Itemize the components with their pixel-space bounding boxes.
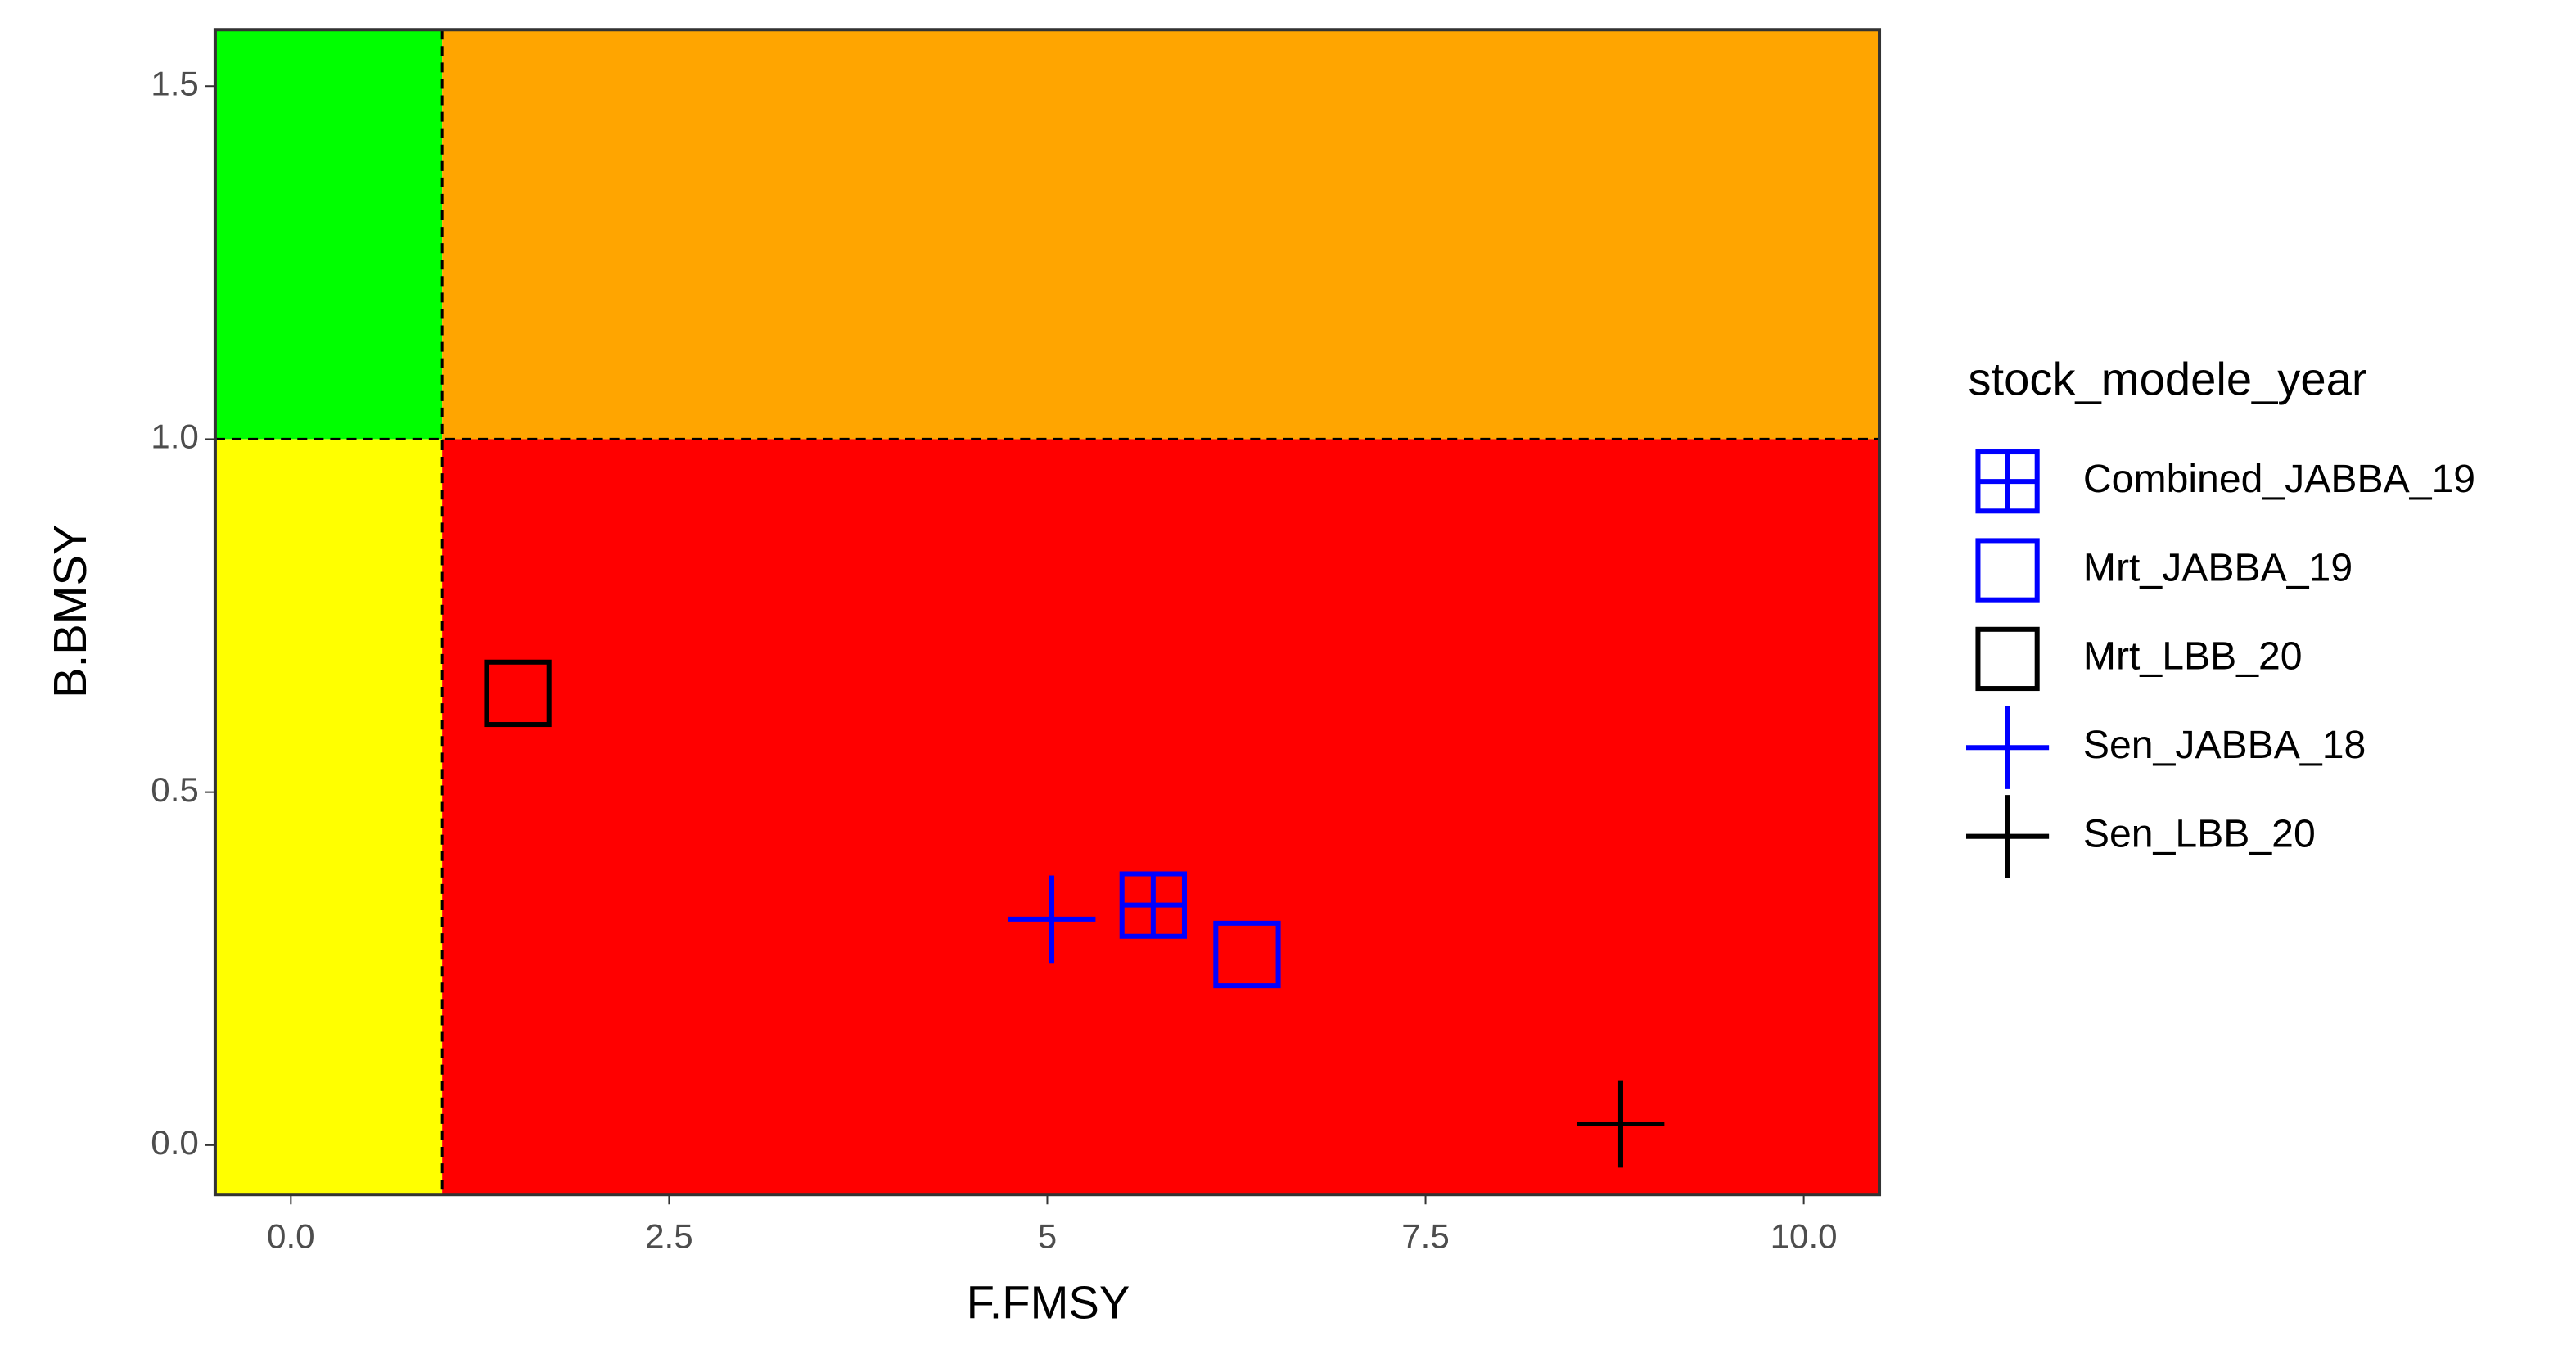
- y-tick-label: 1.5: [151, 64, 199, 102]
- legend-label: Sen_LBB_20: [2083, 811, 2316, 855]
- grid-shape: [1978, 452, 2037, 512]
- grid-shape: [1121, 873, 1184, 937]
- legend-label: Mrt_JABBA_19: [2083, 545, 2353, 589]
- legend-title: stock_modele_year: [1968, 354, 2366, 405]
- plus-shape: [1577, 1080, 1665, 1168]
- x-axis-title: F.FMSY: [967, 1277, 1130, 1329]
- plus-shape: [1965, 795, 2050, 878]
- point: [484, 659, 552, 728]
- legend-key: [1975, 538, 2040, 603]
- x-tick-label: 10.0: [1771, 1217, 1838, 1256]
- square-shape: [1213, 920, 1281, 989]
- point: [1213, 920, 1281, 989]
- y-tick-label: 1.0: [151, 417, 199, 456]
- legend-key: [1965, 706, 2050, 789]
- legend-label: Combined_JABBA_19: [2083, 457, 2475, 501]
- legend-key: [1965, 795, 2050, 878]
- zone: [442, 439, 1880, 1195]
- legend-label: Sen_JABBA_18: [2083, 723, 2366, 767]
- zone: [214, 439, 443, 1195]
- y-axis-title: B.BMSY: [44, 525, 96, 698]
- square-shape: [1975, 626, 2040, 692]
- y-tick-label: 0.0: [151, 1123, 199, 1162]
- x-tick-label: 0.0: [267, 1217, 315, 1256]
- legend-key: [1975, 626, 2040, 692]
- zone: [214, 29, 443, 440]
- x-tick-label: 2.5: [645, 1217, 693, 1256]
- x-tick-label: 7.5: [1401, 1217, 1450, 1256]
- plus-shape: [1965, 706, 2050, 789]
- point: [1577, 1080, 1665, 1168]
- square-shape: [484, 659, 552, 728]
- plus-shape: [1008, 875, 1096, 964]
- y-tick-label: 0.5: [151, 770, 199, 809]
- x-tick-label: 5: [1038, 1217, 1057, 1256]
- zone: [442, 29, 1880, 440]
- legend-key: [1975, 449, 2040, 514]
- point: [1008, 875, 1096, 964]
- square-shape: [1975, 538, 2040, 603]
- legend-label: Mrt_LBB_20: [2083, 634, 2303, 679]
- point: [1119, 871, 1187, 939]
